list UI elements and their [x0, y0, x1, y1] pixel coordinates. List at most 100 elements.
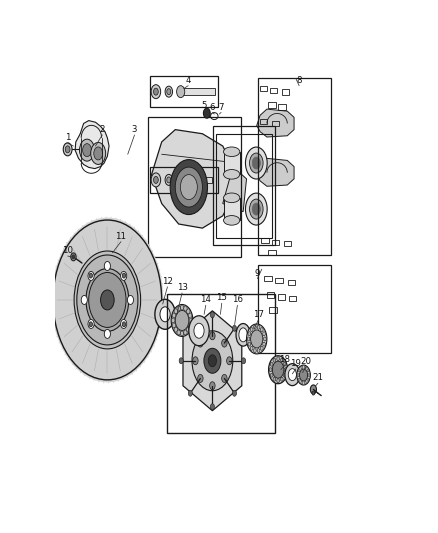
Polygon shape — [145, 353, 148, 358]
Ellipse shape — [77, 255, 138, 345]
Ellipse shape — [308, 374, 310, 376]
Ellipse shape — [172, 313, 176, 318]
Text: 11: 11 — [116, 232, 127, 241]
Text: 6: 6 — [210, 102, 215, 111]
Bar — [150, 166, 218, 193]
Ellipse shape — [300, 369, 307, 381]
Polygon shape — [105, 216, 107, 222]
Polygon shape — [159, 317, 163, 320]
Polygon shape — [151, 342, 155, 346]
Polygon shape — [52, 280, 56, 283]
Bar — [279, 104, 286, 110]
Ellipse shape — [104, 329, 110, 338]
Ellipse shape — [83, 144, 92, 157]
Ellipse shape — [248, 332, 251, 336]
Bar — [269, 308, 277, 313]
Polygon shape — [51, 307, 54, 310]
Ellipse shape — [270, 362, 273, 366]
Ellipse shape — [179, 358, 183, 364]
Ellipse shape — [298, 378, 300, 381]
Ellipse shape — [104, 262, 110, 270]
Ellipse shape — [198, 339, 203, 347]
Polygon shape — [68, 356, 71, 360]
Ellipse shape — [284, 368, 287, 372]
Ellipse shape — [174, 327, 177, 332]
Polygon shape — [61, 345, 65, 350]
Polygon shape — [126, 373, 128, 378]
Ellipse shape — [122, 273, 126, 278]
Polygon shape — [74, 232, 77, 238]
Polygon shape — [53, 320, 57, 324]
Ellipse shape — [167, 177, 171, 183]
Polygon shape — [80, 368, 83, 374]
Polygon shape — [51, 313, 55, 317]
Ellipse shape — [80, 139, 95, 161]
Ellipse shape — [307, 369, 309, 372]
Ellipse shape — [277, 357, 279, 361]
Ellipse shape — [122, 322, 126, 327]
Ellipse shape — [252, 157, 260, 169]
Ellipse shape — [247, 337, 250, 341]
Ellipse shape — [88, 271, 94, 280]
Polygon shape — [143, 239, 147, 245]
Text: 1: 1 — [65, 133, 71, 142]
Bar — [275, 278, 283, 284]
Text: 10: 10 — [62, 246, 73, 255]
Ellipse shape — [273, 377, 276, 381]
Bar — [181, 88, 215, 95]
Ellipse shape — [188, 313, 192, 318]
Polygon shape — [50, 293, 54, 296]
Polygon shape — [155, 263, 159, 267]
Polygon shape — [159, 283, 163, 286]
Bar — [148, 117, 241, 257]
Polygon shape — [147, 245, 150, 249]
Ellipse shape — [194, 323, 204, 338]
Ellipse shape — [53, 220, 162, 380]
Text: 4: 4 — [185, 76, 191, 85]
Polygon shape — [160, 310, 164, 313]
Polygon shape — [257, 158, 294, 186]
Ellipse shape — [257, 325, 260, 329]
Ellipse shape — [89, 273, 92, 278]
Ellipse shape — [89, 322, 92, 327]
Ellipse shape — [160, 307, 170, 322]
Bar — [288, 280, 295, 285]
Bar — [272, 121, 279, 126]
Polygon shape — [70, 237, 73, 242]
Polygon shape — [82, 225, 85, 230]
Polygon shape — [130, 369, 133, 375]
Ellipse shape — [180, 305, 184, 310]
Ellipse shape — [184, 330, 187, 335]
Ellipse shape — [175, 167, 202, 207]
Polygon shape — [50, 300, 54, 303]
Polygon shape — [257, 109, 294, 137]
Text: 2: 2 — [99, 125, 105, 134]
Polygon shape — [103, 378, 105, 384]
Ellipse shape — [250, 346, 253, 350]
Ellipse shape — [192, 331, 233, 391]
Ellipse shape — [203, 108, 210, 118]
Ellipse shape — [176, 174, 184, 185]
Polygon shape — [158, 277, 162, 280]
Polygon shape — [76, 364, 79, 370]
Text: 14: 14 — [200, 295, 211, 304]
Ellipse shape — [151, 173, 161, 187]
Bar — [278, 294, 285, 300]
Ellipse shape — [304, 381, 306, 384]
Bar — [283, 241, 291, 246]
Ellipse shape — [298, 369, 300, 372]
Ellipse shape — [250, 153, 263, 173]
Ellipse shape — [74, 251, 141, 349]
Ellipse shape — [277, 379, 279, 383]
Ellipse shape — [222, 339, 227, 347]
Ellipse shape — [223, 193, 240, 203]
Ellipse shape — [304, 366, 306, 369]
Polygon shape — [160, 290, 164, 293]
Text: 12: 12 — [162, 277, 173, 286]
Ellipse shape — [210, 312, 215, 318]
Ellipse shape — [155, 300, 175, 329]
Polygon shape — [136, 230, 139, 236]
Ellipse shape — [94, 147, 102, 160]
Ellipse shape — [177, 330, 180, 335]
Ellipse shape — [165, 86, 173, 97]
